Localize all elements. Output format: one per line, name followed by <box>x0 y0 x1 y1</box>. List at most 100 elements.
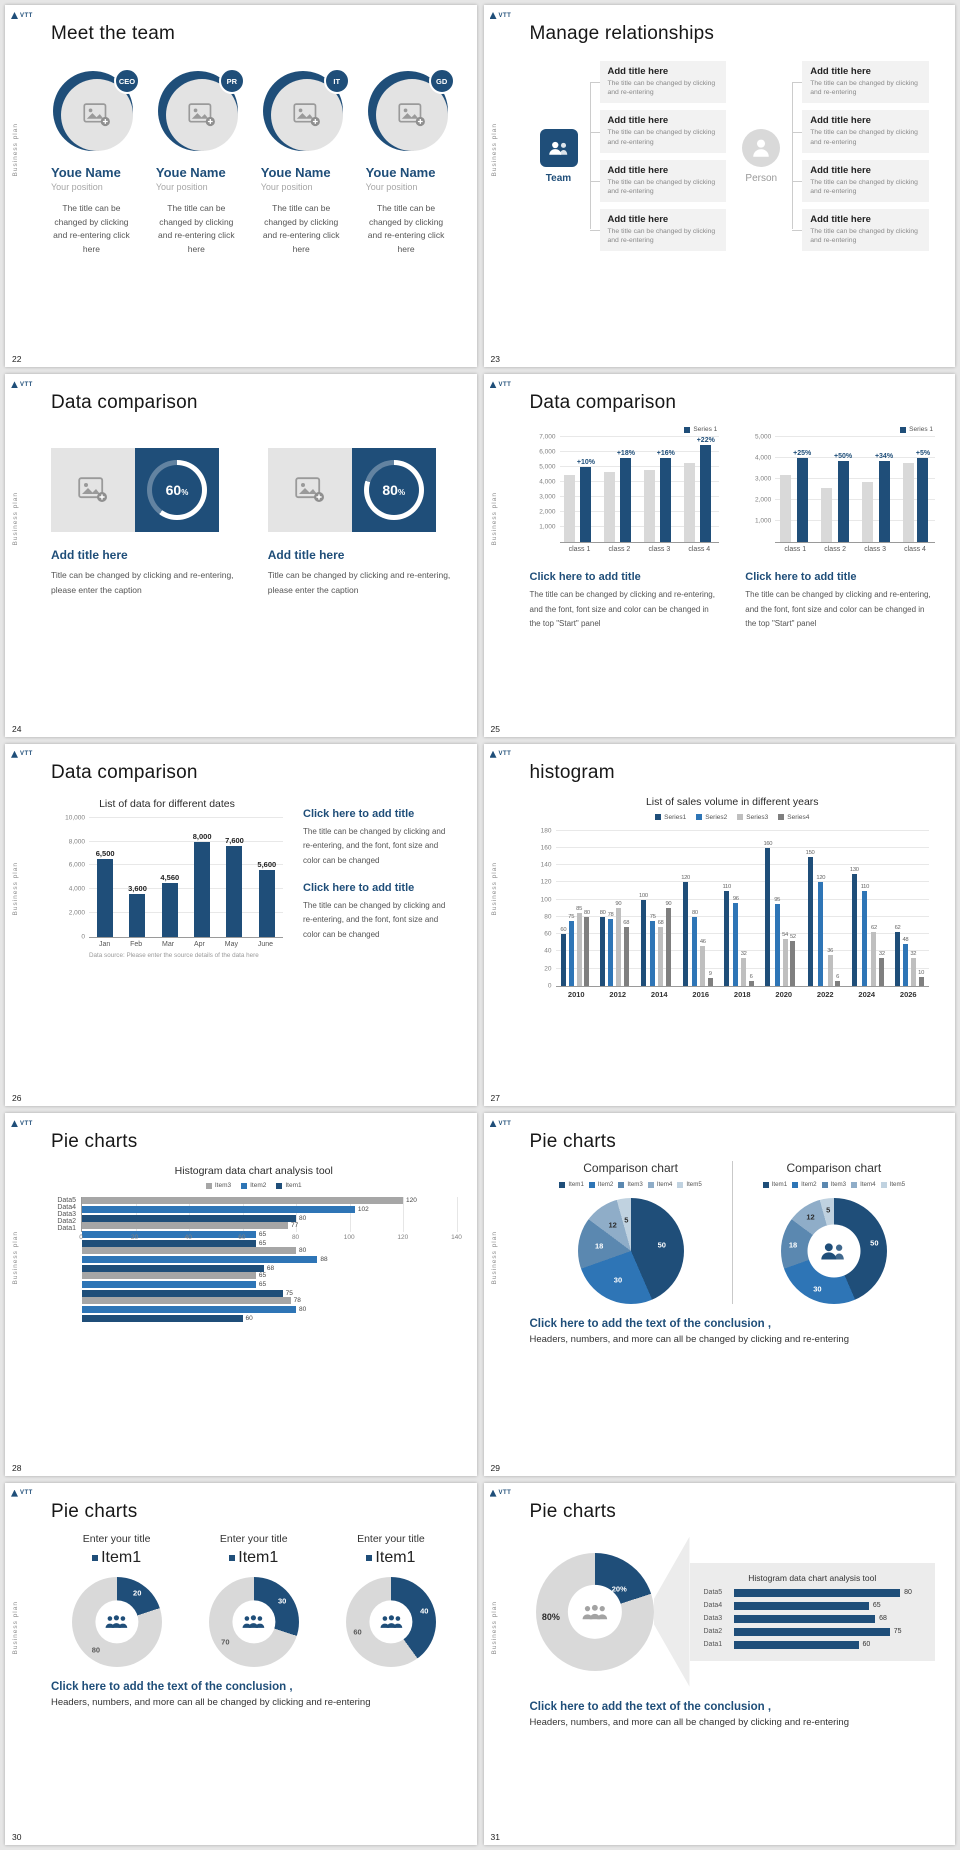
donut-hole <box>94 1600 139 1644</box>
sidebar-vertical-label: Business plan <box>12 1231 19 1285</box>
bar-value-label: 88 <box>320 1256 328 1264</box>
bar-group: 120 102 80 <box>82 1197 457 1223</box>
y-axis-label: 120 <box>540 878 552 886</box>
slide-sidebar: VTT Business plan 22 <box>5 5 41 367</box>
bar-wrap <box>902 437 914 543</box>
bar <box>584 916 590 986</box>
image-placeholder-icon <box>83 103 110 127</box>
bar <box>796 458 808 543</box>
legend-item: Item4 <box>647 1181 672 1188</box>
bar <box>707 978 713 986</box>
donut-hole <box>369 1600 413 1644</box>
team-member[interactable]: CEO Youe Name Your position The title can b… <box>51 68 142 256</box>
slide-22[interactable]: Meet the team CEO Youe Name Your position T… <box>5 5 477 368</box>
x-axis-label: 20 <box>131 1234 139 1242</box>
legend-item: Item4 <box>851 1181 876 1188</box>
caption-title: Click here to add title <box>303 881 415 894</box>
legend-swatch <box>880 1181 887 1188</box>
legend-swatch <box>778 814 785 821</box>
block-visual: 80% <box>267 448 457 533</box>
title-block[interactable]: Add title here The title can be changed b… <box>792 61 929 104</box>
slide-29[interactable]: Pie charts Comparison chart Item1 Item2 It… <box>483 1113 955 1476</box>
caption-desc: The title can be changed by clicking and… <box>303 826 446 865</box>
progress-value: 80% <box>382 482 406 499</box>
legend-swatch <box>92 1554 99 1561</box>
slide-title: Pie charts <box>51 1500 138 1522</box>
slide-title: Data comparison <box>529 392 677 414</box>
team-member[interactable]: GD Youe Name Your position The title can be… <box>366 68 457 256</box>
mini-bar-row: Data5 80 <box>704 1588 922 1597</box>
title-block[interactable]: Add title here The title can be changed b… <box>589 159 727 203</box>
title-block[interactable]: Add title here The title can be changed b… <box>589 61 727 104</box>
team-member[interactable]: PR Youe Name Your position The title can be… <box>156 68 247 256</box>
bar-wrap: 130 <box>850 831 859 986</box>
logo-text: VTT <box>498 751 512 758</box>
legend-item: Item1 <box>366 1549 415 1567</box>
progress-ring: 60% <box>147 460 207 521</box>
pie-chart: 50 30 18 12 5 <box>577 1198 684 1305</box>
image-placeholder-icon <box>78 477 107 503</box>
gridline <box>555 847 929 849</box>
title-block[interactable]: Add title here The title can be changed b… <box>792 159 929 203</box>
bar-wrap: 90 <box>615 831 622 986</box>
bar-value-label: +34% <box>874 452 894 460</box>
image-placeholder-icon <box>293 103 320 127</box>
slide-25[interactable]: Data comparison Series 1 1,000 2,000 3,000 4… <box>483 374 955 737</box>
bar <box>82 1265 264 1273</box>
legend-swatch <box>588 1181 595 1188</box>
slice-label: 30 <box>813 1284 822 1294</box>
bar <box>910 958 916 986</box>
page-number: 27 <box>490 1093 500 1104</box>
bar <box>82 1222 288 1230</box>
bar-value-label: +18% <box>616 450 635 458</box>
bar <box>620 458 632 543</box>
slide-28[interactable]: Pie charts Histogram data chart analysis… <box>5 1113 477 1476</box>
bar <box>258 870 275 937</box>
bar-wrap: 80 <box>692 831 698 986</box>
slide-31[interactable]: Pie charts 20% 80% Histogram data chart a… <box>483 1482 955 1845</box>
bar-wrap: 32 <box>910 831 916 986</box>
slide-content: Pie charts Histogram data chart analysis… <box>51 1113 462 1461</box>
logo-mark-icon <box>11 750 18 758</box>
logo-mark-icon <box>489 12 497 19</box>
team-member[interactable]: IT Youe Name Your position The title can be… <box>261 68 352 256</box>
bar-row: 75 <box>82 1290 457 1298</box>
logo-text: VTT <box>20 12 33 19</box>
comparison-block[interactable]: 80% Add title here Title can be changed by… <box>267 448 457 597</box>
image-placeholder-icon <box>398 103 425 127</box>
bar-wrap: +16% <box>657 437 675 543</box>
legend-swatch <box>205 1182 212 1189</box>
logo-text: VTT <box>498 1120 512 1127</box>
bar-row: 65 <box>82 1272 457 1280</box>
comparison-block[interactable]: 60% Add title here Title can be changed by… <box>51 448 240 597</box>
y-axis-label: 10,000 <box>65 814 85 822</box>
slide-27[interactable]: histogram List of sales volume in differ… <box>483 743 955 1107</box>
x-axis-label: 2018 <box>733 989 751 999</box>
title-block[interactable]: Add title here The title can be changed b… <box>589 209 727 252</box>
logo-text: VTT <box>20 1120 33 1127</box>
bar-value-label: 130 <box>849 866 859 873</box>
slide-23[interactable]: Manage relationships Team Add title here… <box>483 5 955 368</box>
slide-26[interactable]: Data comparison List of data for differe… <box>5 743 477 1107</box>
bar-value-label: +5% <box>915 450 931 458</box>
bar-group: +50% <box>821 437 852 543</box>
slide-24[interactable]: Data comparison 60% Add title here Title c… <box>5 374 477 737</box>
title-block[interactable]: Add title here The title can be changed b… <box>792 110 929 153</box>
x-axis-label: 2012 <box>609 989 627 999</box>
x-axis-label: class 2 <box>608 546 631 554</box>
conclusion-text: Headers, numbers, and more can all be ch… <box>529 1334 850 1346</box>
bar-wrap: 80 <box>584 831 590 986</box>
bar-group: +25% <box>780 437 811 543</box>
donut-chart: 30 70 <box>208 1576 299 1667</box>
title-block[interactable]: Add title here The title can be changed b… <box>589 110 727 153</box>
category-label: Data1 <box>57 1225 76 1233</box>
title-block[interactable]: Add title here The title can be changed b… <box>792 209 929 252</box>
x-axis-label: class 1 <box>784 546 807 554</box>
bar-value-label: 90 <box>615 901 622 908</box>
logo-mark-icon <box>11 1489 18 1497</box>
slice-label: 20% <box>611 1584 627 1594</box>
gridline <box>555 915 929 917</box>
gridline <box>555 881 929 883</box>
slide-30[interactable]: Pie charts Enter your title Item1 20 80 E… <box>5 1482 477 1845</box>
y-axis-label: 2,000 <box>539 508 556 516</box>
